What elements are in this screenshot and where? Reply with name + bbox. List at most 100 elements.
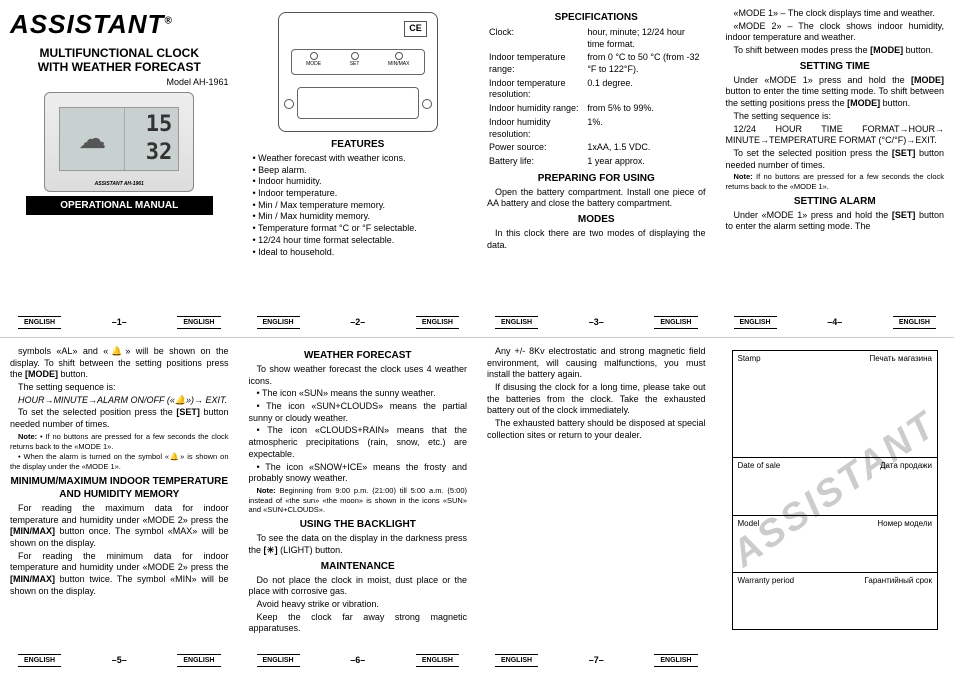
page-4: «MODE 1» – The clock displays time and w… bbox=[716, 0, 954, 337]
feature-item: Indoor humidity. bbox=[249, 176, 468, 188]
modes-text: In this clock there are two modes of dis… bbox=[487, 228, 706, 251]
features-list: Weather forecast with weather icons. Bee… bbox=[249, 153, 468, 258]
footer-2: ENGLISH –2– ENGLISH bbox=[249, 314, 468, 333]
setting-alarm-heading: SETTING ALARM bbox=[726, 195, 945, 208]
wf-note: Note: Beginning from 9:00 p.m. (21:00) t… bbox=[249, 486, 468, 515]
wf-2: • The icon «SUN» means the sunny weather… bbox=[249, 388, 468, 400]
page-2: CE MODE SET MIN/MAX FEATURES Weather for… bbox=[239, 0, 478, 337]
footer-3: ENGLISH –3– ENGLISH bbox=[487, 314, 706, 333]
lang-label: ENGLISH bbox=[177, 654, 220, 667]
lang-label: ENGLISH bbox=[416, 654, 459, 667]
product-title-2: WITH WEATHER FORECAST bbox=[10, 60, 229, 74]
set-seq: 12/24 HOUR TIME FORMAT→HOUR→ MINUTE→TEMP… bbox=[726, 124, 945, 147]
set-time-4: To set the selected position press the [… bbox=[726, 148, 945, 171]
modes-heading: MODES bbox=[487, 213, 706, 226]
spec-label: Clock: bbox=[487, 26, 585, 51]
lang-label: ENGLISH bbox=[18, 316, 61, 329]
feature-item: Temperature format °C or °F selectable. bbox=[249, 223, 468, 235]
clock-time: 15 bbox=[146, 111, 173, 140]
p5-1: symbols «AL» and «🔔» will be shown on th… bbox=[10, 346, 229, 381]
spec-label: Indoor temperature resolution: bbox=[487, 77, 585, 102]
spec-value: hour, minute; 12/24 hour time format. bbox=[585, 26, 705, 51]
footer-7: ENGLISH –7– ENGLISH bbox=[487, 652, 706, 671]
page-num: –1– bbox=[112, 317, 127, 329]
lang-label: ENGLISH bbox=[734, 316, 777, 329]
backlight-heading: USING THE BACKLIGHT bbox=[249, 518, 468, 531]
p7-3: The exhausted battery should be disposed… bbox=[487, 418, 706, 441]
page-5: symbols «AL» and «🔔» will be shown on th… bbox=[0, 338, 239, 675]
feature-item: Min / Max humidity memory. bbox=[249, 211, 468, 223]
warranty-model: Model Номер модели bbox=[733, 516, 938, 573]
clock-brand-label: ASSISTANT AH-1961 bbox=[45, 181, 193, 188]
mn-3: Keep the clock far away strong magnetic … bbox=[249, 612, 468, 635]
lang-label: ENGLISH bbox=[495, 654, 538, 667]
mode1-text: «MODE 1» – The clock displays time and w… bbox=[726, 8, 945, 20]
spec-value: 0.1 degree. bbox=[585, 77, 705, 102]
spec-value: from 5% to 99%. bbox=[585, 102, 705, 116]
page-num: –3– bbox=[589, 317, 604, 329]
mem-2: For reading the minimum data for indoor … bbox=[10, 551, 229, 598]
lang-label: ENGLISH bbox=[654, 316, 697, 329]
set-time-1: Under «MODE 1» press and hold the [MODE]… bbox=[726, 75, 945, 110]
page-num: –2– bbox=[350, 317, 365, 329]
lang-label: ENGLISH bbox=[257, 654, 300, 667]
footer-4: ENGLISH –4– ENGLISH bbox=[726, 314, 945, 333]
mem-1: For reading the maximum data for indoor … bbox=[10, 503, 229, 550]
clock-screen: ☁ 15 32 bbox=[59, 107, 179, 171]
feature-item: Ideal to household. bbox=[249, 247, 468, 259]
page-6: WEATHER FORECAST To show weather forecas… bbox=[239, 338, 478, 675]
maintenance-heading: MAINTENANCE bbox=[249, 560, 468, 573]
weather-forecast-heading: WEATHER FORECAST bbox=[249, 349, 468, 362]
warranty-card: ASSISTANT Stamp Печать магазина Date of … bbox=[732, 350, 939, 630]
lang-label: ENGLISH bbox=[495, 316, 538, 329]
specs-table: Clock:hour, minute; 12/24 hour time form… bbox=[487, 26, 706, 169]
p7-2: If disusing the clock for a long time, p… bbox=[487, 382, 706, 417]
spec-value: 1xAA, 1.5 VDC. bbox=[585, 141, 705, 155]
specs-heading: SPECIFICATIONS bbox=[487, 11, 706, 24]
page-num: –4– bbox=[827, 317, 842, 329]
wf-1: To show weather forecast the clock uses … bbox=[249, 364, 468, 387]
page: ASSISTANT® MULTIFUNCTIONAL CLOCK WITH WE… bbox=[0, 0, 954, 675]
features-heading: FEATURES bbox=[249, 138, 468, 151]
footer-1: ENGLISH –1– ENGLISH bbox=[10, 314, 229, 333]
page-1: ASSISTANT® MULTIFUNCTIONAL CLOCK WITH WE… bbox=[0, 0, 239, 337]
bl-1: To see the data on the display in the da… bbox=[249, 533, 468, 556]
model-ru: Номер модели bbox=[877, 519, 932, 569]
clock-readout: 15 32 bbox=[125, 108, 178, 170]
spec-label: Battery life: bbox=[487, 155, 585, 169]
weather-icon: ☁ bbox=[60, 108, 125, 170]
page-num: –7– bbox=[589, 655, 604, 667]
mode-button-diagram: MODE bbox=[306, 52, 321, 68]
feature-item: Beep alarm. bbox=[249, 165, 468, 177]
mn-1: Do not place the clock in moist, dust pl… bbox=[249, 575, 468, 598]
brand-logo: ASSISTANT® bbox=[10, 8, 229, 42]
lang-label: ENGLISH bbox=[893, 316, 936, 329]
battery-compartment bbox=[297, 87, 419, 119]
page-3: SPECIFICATIONS Clock:hour, minute; 12/24… bbox=[477, 0, 716, 337]
page-num: –5– bbox=[112, 655, 127, 667]
memory-heading: MINIMUM/MAXIMUM INDOOR TEMPERATURE AND H… bbox=[10, 475, 229, 501]
row-bottom: symbols «AL» and «🔔» will be shown on th… bbox=[0, 338, 954, 675]
lang-label: ENGLISH bbox=[416, 316, 459, 329]
wf-5: • The icon «SNOW+ICE» means the frosty a… bbox=[249, 462, 468, 485]
mode2-text: «MODE 2» – The clock shows indoor humidi… bbox=[726, 21, 945, 44]
product-title-1: MULTIFUNCTIONAL CLOCK bbox=[10, 46, 229, 60]
lang-label: ENGLISH bbox=[257, 316, 300, 329]
stamp-ru: Печать магазина bbox=[870, 354, 932, 454]
setting-time-heading: SETTING TIME bbox=[726, 60, 945, 73]
spec-value: 1 year approx. bbox=[585, 155, 705, 169]
spec-value: 1%. bbox=[585, 116, 705, 141]
page-7: Any +/- 8Kv electrostatic and strong mag… bbox=[477, 338, 716, 675]
lang-label: ENGLISH bbox=[18, 654, 61, 667]
feature-item: 12/24 hour time format selectable. bbox=[249, 235, 468, 247]
date-ru: Дата продажи bbox=[880, 461, 932, 511]
warranty-period: Warranty period Гарантийный срок bbox=[733, 573, 938, 629]
set-note: Note: If no buttons are pressed for a fe… bbox=[726, 172, 945, 192]
model-number: Model AH-1961 bbox=[10, 77, 229, 89]
model-en: Model bbox=[738, 519, 760, 569]
shift-text: To shift between modes press the [MODE] … bbox=[726, 45, 945, 57]
stamp-en: Stamp bbox=[738, 354, 761, 454]
mn-2: Avoid heavy strike or vibration. bbox=[249, 599, 468, 611]
spec-label: Indoor temperature range: bbox=[487, 51, 585, 76]
brand-text: ASSISTANT bbox=[10, 9, 164, 39]
